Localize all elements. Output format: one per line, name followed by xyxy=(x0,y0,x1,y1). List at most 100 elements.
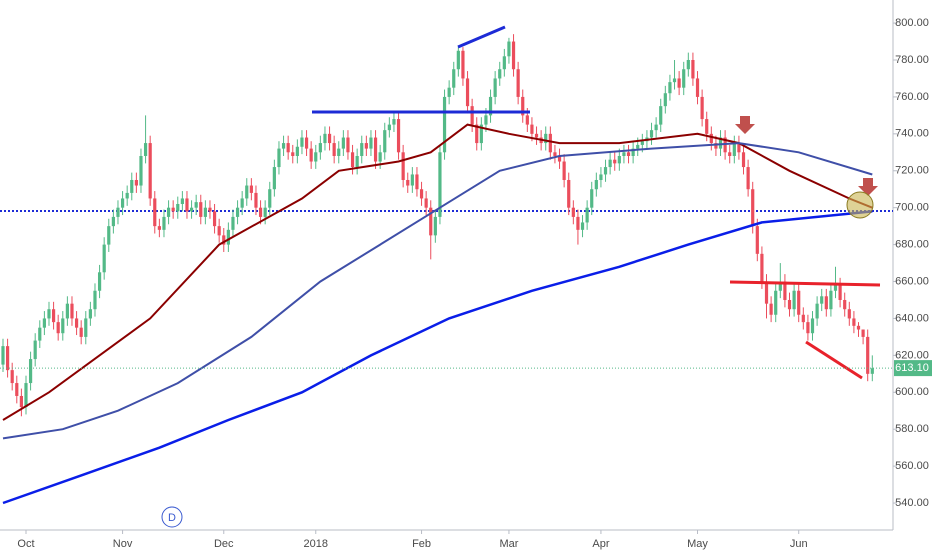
candle-body xyxy=(153,198,157,227)
candle-body xyxy=(406,179,410,186)
marks xyxy=(1,34,874,505)
candle-body xyxy=(130,179,134,193)
candle-body xyxy=(102,244,106,273)
candle-body xyxy=(852,318,856,326)
candle-body xyxy=(755,226,759,254)
candle-body xyxy=(810,318,815,334)
candle-body xyxy=(88,309,92,319)
candle-body xyxy=(93,290,97,310)
y-tick-label: 660.00 xyxy=(895,275,929,287)
candle-body xyxy=(548,133,552,153)
candle-body xyxy=(751,189,755,227)
candle-body xyxy=(456,50,460,70)
candle-body xyxy=(594,179,598,190)
candle-body xyxy=(511,41,516,70)
candle-body xyxy=(373,137,378,162)
candle-body xyxy=(139,155,143,186)
y-tick-label: 680.00 xyxy=(895,239,929,251)
candle-body xyxy=(157,226,161,230)
candle-body xyxy=(15,383,19,396)
candle-body xyxy=(866,336,870,374)
highlight-circle xyxy=(846,191,874,219)
candle-body xyxy=(286,143,290,153)
candle-body xyxy=(235,207,240,217)
candle-body xyxy=(608,159,612,168)
candle-body xyxy=(295,146,299,156)
candle-body xyxy=(180,198,184,204)
candle-body xyxy=(318,143,322,153)
candle-body xyxy=(654,124,658,131)
candle-body xyxy=(194,202,198,208)
candle-body xyxy=(764,281,769,304)
candle-body xyxy=(162,216,166,230)
candle-body xyxy=(125,192,129,199)
candle-body xyxy=(516,69,520,97)
candle-body xyxy=(741,152,746,168)
y-tick-label: 600.00 xyxy=(895,386,929,398)
candle-body xyxy=(433,216,437,236)
candle-body xyxy=(778,281,782,291)
candle-body xyxy=(571,207,575,217)
candle-body xyxy=(488,96,493,116)
candle-body xyxy=(700,96,704,120)
candle-body xyxy=(484,115,488,125)
candle-body xyxy=(429,207,433,236)
candle-body xyxy=(116,207,120,217)
x-tick-label: Feb xyxy=(412,538,431,550)
y-tick-label: 800.00 xyxy=(895,17,929,29)
arrow-icon xyxy=(735,116,755,134)
candle-body xyxy=(774,290,778,315)
candle-body xyxy=(806,322,810,334)
candle-body xyxy=(677,78,681,88)
candle-body xyxy=(254,192,258,208)
dividend-label: D xyxy=(168,512,176,524)
moving-average-line xyxy=(2,123,873,421)
candle-body xyxy=(824,296,828,310)
candle-body xyxy=(70,303,74,319)
candle-body xyxy=(861,329,865,337)
candle-body xyxy=(442,96,447,153)
candle-body xyxy=(341,137,345,149)
drawn-line xyxy=(457,25,506,49)
candle-body xyxy=(249,185,253,193)
y-tick-label: 700.00 xyxy=(895,202,929,214)
candle-body xyxy=(705,119,709,134)
candle-body xyxy=(1,346,5,365)
candle-body xyxy=(617,155,621,164)
candle-body xyxy=(277,148,281,168)
candle-body xyxy=(530,124,534,134)
x-tick-label: Mar xyxy=(499,538,518,550)
candle-body xyxy=(829,290,833,310)
x-tick-label: Jun xyxy=(790,538,808,550)
candle-body xyxy=(626,152,631,156)
arrow-icon xyxy=(858,178,878,196)
candle-body xyxy=(10,370,14,384)
dividend-marker xyxy=(161,506,183,528)
candle-body xyxy=(787,299,792,310)
last-price-label: 613.10 xyxy=(895,362,929,374)
candle-body xyxy=(792,290,796,310)
candle-body xyxy=(424,198,428,208)
candle-body xyxy=(42,318,46,328)
candle-body xyxy=(691,59,695,79)
candle-body xyxy=(820,296,824,304)
candle-body xyxy=(521,96,525,116)
candle-body xyxy=(212,211,217,227)
x-tick-label: Oct xyxy=(17,538,34,550)
candle-body xyxy=(47,309,51,319)
candle-body xyxy=(355,155,359,168)
x-tick-label: Nov xyxy=(113,538,133,550)
candle-body xyxy=(663,93,667,107)
candle-body xyxy=(682,69,686,88)
candle-body xyxy=(438,152,442,217)
candle-body xyxy=(801,314,805,323)
candle-body xyxy=(79,327,83,337)
candle-body xyxy=(562,161,566,180)
candle-body xyxy=(843,299,847,310)
candle-body xyxy=(498,69,502,79)
candle-body xyxy=(337,148,341,156)
candle-body xyxy=(217,226,221,236)
candle-body xyxy=(392,119,396,125)
candle-body xyxy=(291,152,295,156)
